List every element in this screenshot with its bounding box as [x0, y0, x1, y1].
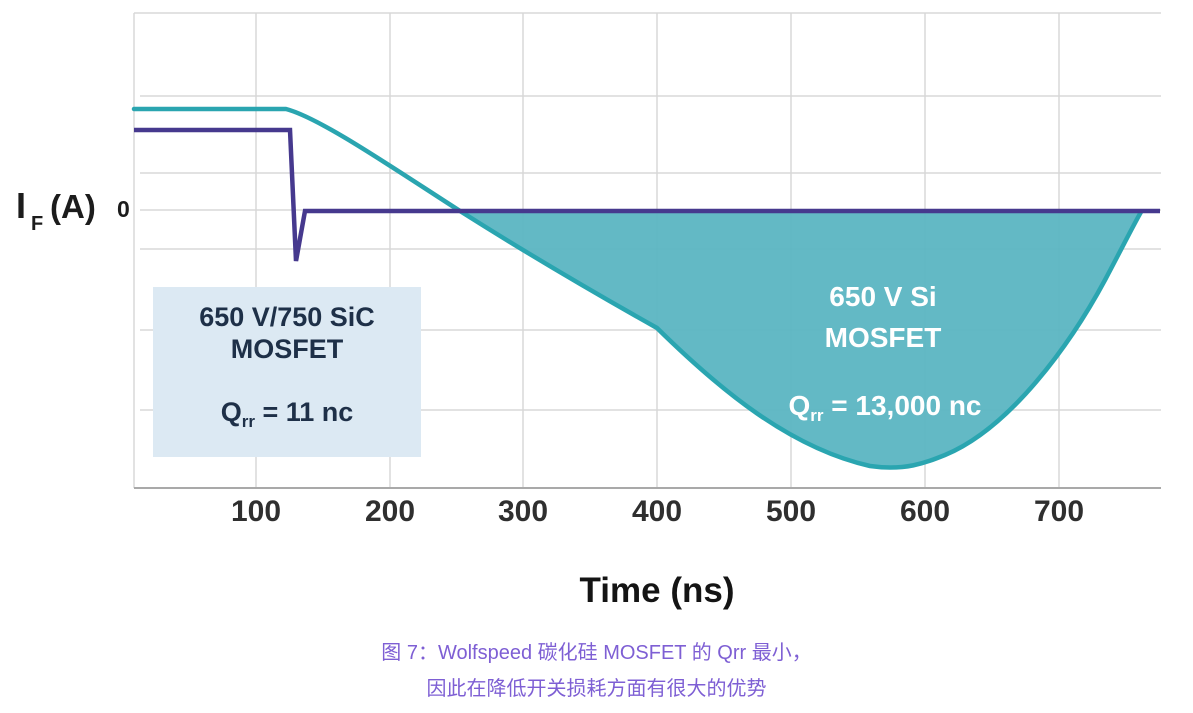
sic-annotation-box: 650 V/750 SiC MOSFET Qrr = 11 nc	[153, 287, 421, 457]
q-symbol: Q	[220, 396, 242, 427]
sic-annotation-qrr: Qrr = 11 nc	[153, 396, 421, 431]
x-axis-title: Time (ns)	[580, 571, 735, 610]
x-tick-400: 400	[632, 495, 682, 528]
recovery-chart: 100 200 300 400 500 600 700 Time (ns) I …	[16, 12, 1161, 610]
y-axis-zero-label: 0	[117, 196, 130, 222]
figure-caption-line2: 因此在降低开关损耗方面有很大的优势	[426, 678, 767, 700]
q-value: = 11 nc	[254, 396, 354, 427]
sic-annotation-line2: MOSFET	[230, 334, 344, 365]
x-tick-100: 100	[231, 495, 281, 528]
y-axis-subscript: F	[31, 213, 43, 235]
y-axis-unit: (A)	[50, 188, 96, 225]
x-tick-500: 500	[766, 495, 816, 528]
x-tick-700: 700	[1034, 495, 1084, 528]
figure-caption-line1: 图 7：Wolfspeed 碳化硅 MOSFET 的 Qrr 最小，	[381, 642, 812, 664]
sic-annotation-line1: 650 V/750 SiC	[199, 302, 375, 332]
si-mosfet-recovery-fill	[460, 211, 1141, 468]
x-tick-300: 300	[498, 495, 548, 528]
si-annotation-line1: 650 V Si	[829, 281, 937, 312]
q-subscript: rr	[810, 406, 824, 425]
sic-mosfet-curve	[134, 127, 1160, 262]
y-axis-symbol: I	[16, 185, 26, 226]
x-tick-600: 600	[900, 495, 950, 528]
si-annotation-line2: MOSFET	[824, 321, 942, 353]
si-annotation-qrr: Qrr = 13,000 nc	[740, 390, 1030, 425]
q-symbol: Q	[788, 390, 811, 421]
si-annotation-label: 650 V Si MOSFET	[763, 277, 1003, 358]
y-axis-label: I F (A) 0	[16, 185, 130, 235]
q-subscript: rr	[241, 411, 255, 431]
q-value: = 13,000 nc	[823, 390, 982, 421]
si-mosfet-curve	[131, 106, 1144, 470]
x-tick-200: 200	[365, 495, 415, 528]
